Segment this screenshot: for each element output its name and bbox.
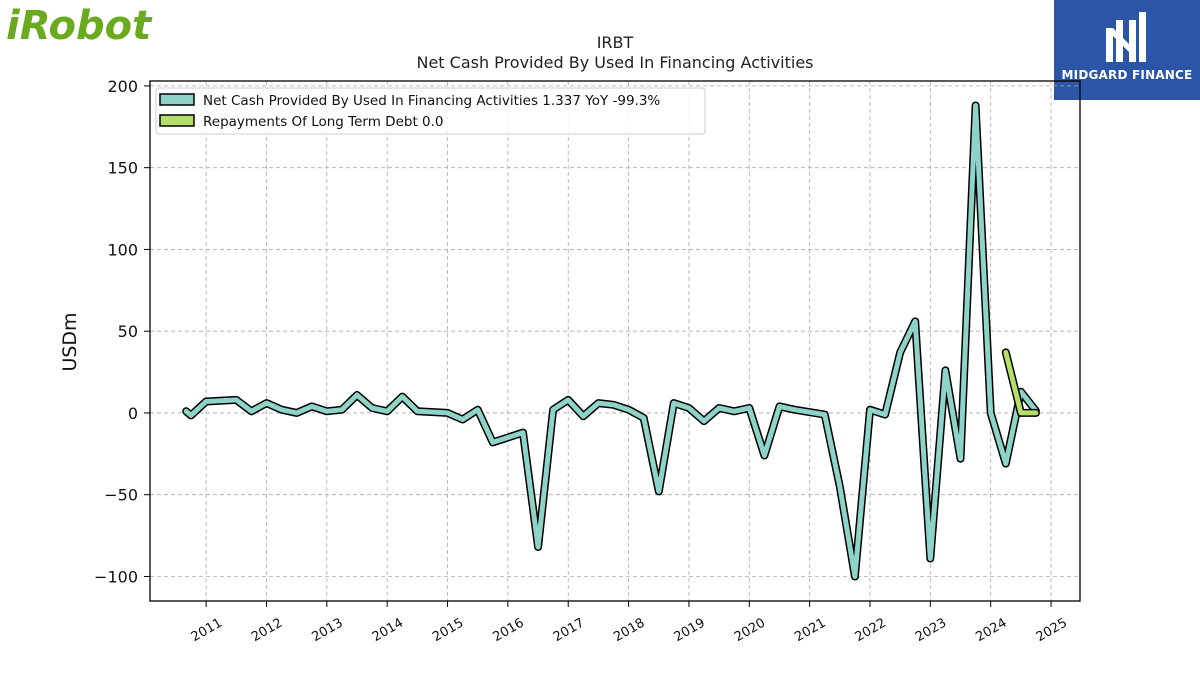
x-tick-label: 2022 bbox=[853, 616, 889, 646]
chart-title: IRBT bbox=[597, 33, 634, 52]
y-axis-label: USDm bbox=[59, 312, 81, 371]
x-tick-label: 2015 bbox=[430, 616, 466, 646]
legend-label-financing: Net Cash Provided By Used In Financing A… bbox=[203, 93, 660, 109]
y-tick-label: 150 bbox=[107, 159, 138, 178]
legend-label-repayments: Repayments Of Long Term Debt 0.0 bbox=[203, 114, 444, 130]
x-tick-label: 2012 bbox=[249, 616, 285, 646]
plot-frame bbox=[149, 80, 1081, 602]
x-tick-label: 2018 bbox=[611, 616, 647, 646]
x-axis: 2011 2012 2013 2014 2015 2016 2017 2018 2019 2020… bbox=[189, 601, 1070, 645]
grid-lines bbox=[150, 81, 1080, 601]
y-tick-label: −100 bbox=[94, 567, 138, 586]
x-tick-label: 2023 bbox=[913, 616, 949, 646]
legend-box bbox=[155, 87, 706, 135]
y-tick-label: 200 bbox=[107, 77, 138, 96]
x-tick-label: 2013 bbox=[309, 616, 345, 646]
series-lines bbox=[182, 101, 1040, 581]
y-axis: 200 150 100 50 0 −50 −100 bbox=[94, 77, 150, 586]
y-tick-label: 0 bbox=[128, 404, 138, 423]
x-tick-label: 2024 bbox=[973, 616, 1009, 646]
midgard-monogram-icon bbox=[1106, 12, 1146, 62]
x-tick-label: 2014 bbox=[370, 616, 406, 646]
x-tick-label: 2011 bbox=[189, 616, 225, 646]
y-tick-label: −50 bbox=[104, 486, 138, 505]
chart-subtitle: Net Cash Provided By Used In Financing A… bbox=[416, 53, 813, 72]
legend: Net Cash Provided By Used In Financing A… bbox=[155, 87, 706, 135]
x-tick-label: 2016 bbox=[491, 616, 527, 646]
y-tick-label: 50 bbox=[118, 322, 138, 341]
x-tick-label: 2021 bbox=[792, 616, 828, 646]
irobot-logo: iRobot bbox=[6, 2, 176, 50]
x-tick-label: 2020 bbox=[732, 616, 768, 646]
repayments-line bbox=[1003, 349, 1039, 416]
legend-swatch-repayments bbox=[159, 114, 195, 127]
irobot-logo-text: iRobot bbox=[6, 3, 153, 46]
y-tick-label: 100 bbox=[107, 240, 138, 259]
x-tick-label: 2025 bbox=[1034, 616, 1070, 646]
midgard-finance-logo: MIDGARD FINANCE bbox=[1054, 0, 1200, 100]
legend-swatch-financing bbox=[159, 93, 195, 106]
x-tick-label: 2017 bbox=[551, 616, 587, 646]
x-tick-label: 2019 bbox=[672, 616, 708, 646]
financing-line bbox=[183, 103, 1039, 579]
midgard-finance-brand-text: MIDGARD FINANCE bbox=[1061, 68, 1193, 82]
